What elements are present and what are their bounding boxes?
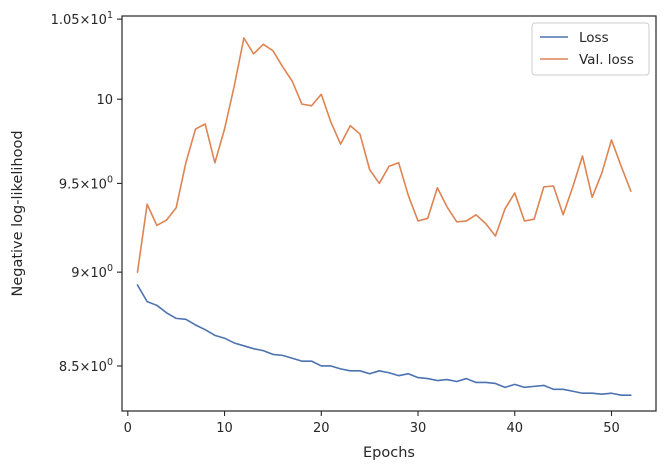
x-tick-label: 10 [216,421,233,436]
legend-label-1: Val. loss [579,52,634,68]
y-tick-label: 9×100 [71,263,113,281]
x-axis-label: Epochs [363,445,415,461]
x-tick-label: 30 [410,421,427,436]
x-tick-label: 0 [124,421,132,436]
y-axis-label: Negative log-likelihood [10,130,26,296]
legend-box [531,22,650,76]
plot-frame [121,15,657,412]
plot-area [121,15,657,412]
x-tick-label: 40 [506,421,523,436]
y-axis: 8.5×100 9×100 9.5×100 10 1.05×101 [51,10,122,375]
series-line-0 [136,284,632,397]
legend-label-0: Loss [579,30,609,46]
y-tick-label: 9.5×100 [59,174,113,192]
series-line-1 [136,37,632,273]
legend: Loss Val. loss [531,22,650,76]
y-tick-label: 1.05×101 [51,10,113,28]
x-tick-label: 20 [313,421,330,436]
x-axis: 0 10 20 30 40 50 [124,411,620,436]
series-layer [136,37,632,397]
y-tick-label: 10 [96,93,113,108]
y-tick-label: 8.5×100 [59,357,113,375]
x-tick-label: 50 [603,421,620,436]
